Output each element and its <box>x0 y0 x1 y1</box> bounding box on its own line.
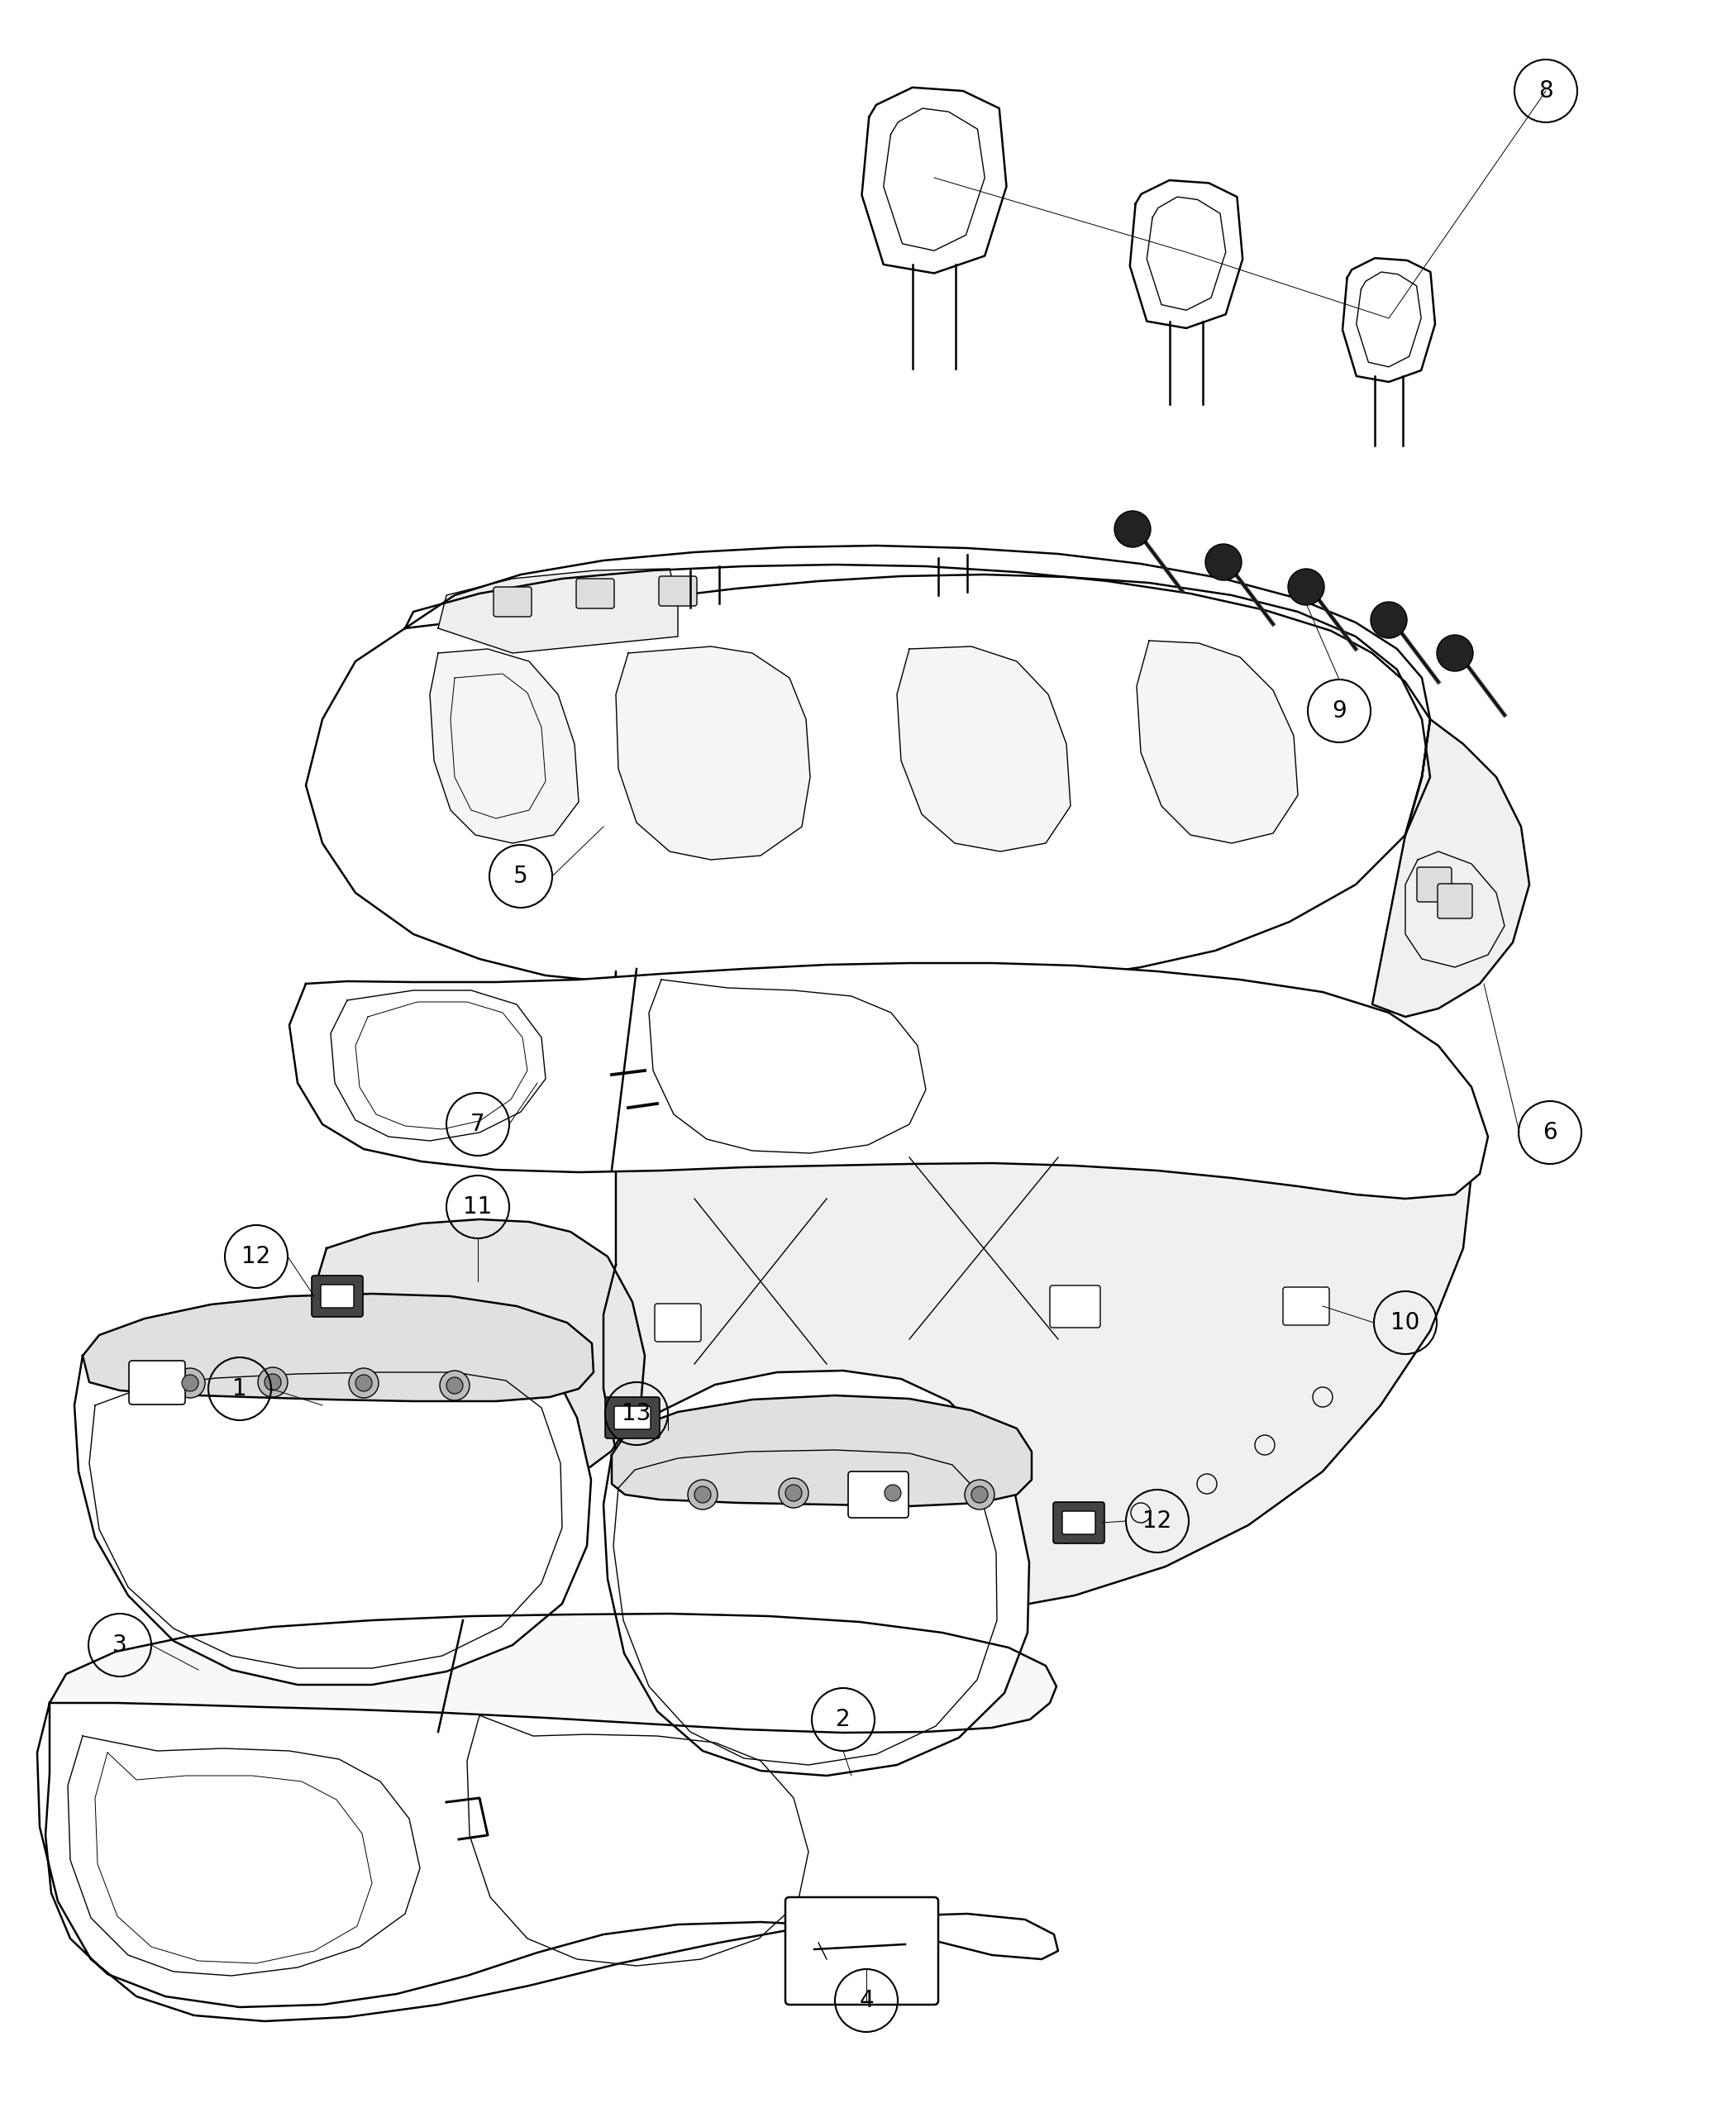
Polygon shape <box>611 1395 1031 1507</box>
FancyBboxPatch shape <box>321 1284 354 1307</box>
Polygon shape <box>311 1218 644 1537</box>
Text: 12: 12 <box>241 1246 271 1269</box>
Text: 12: 12 <box>1142 1509 1172 1533</box>
Text: 8: 8 <box>1538 80 1554 103</box>
Circle shape <box>965 1480 995 1509</box>
Circle shape <box>349 1368 378 1398</box>
Text: 11: 11 <box>464 1195 493 1218</box>
Polygon shape <box>36 1703 1059 2022</box>
Circle shape <box>687 1480 717 1509</box>
Polygon shape <box>861 86 1007 274</box>
FancyBboxPatch shape <box>1050 1286 1101 1328</box>
Circle shape <box>175 1368 205 1398</box>
Text: 5: 5 <box>514 864 528 887</box>
Circle shape <box>972 1486 988 1503</box>
Text: 10: 10 <box>1391 1311 1420 1334</box>
FancyBboxPatch shape <box>785 1897 937 2005</box>
FancyBboxPatch shape <box>312 1275 363 1318</box>
Polygon shape <box>398 1379 476 1450</box>
FancyBboxPatch shape <box>128 1360 186 1404</box>
FancyBboxPatch shape <box>576 580 615 609</box>
Text: 2: 2 <box>837 1707 851 1731</box>
Circle shape <box>779 1478 809 1507</box>
Circle shape <box>1437 635 1474 670</box>
Polygon shape <box>75 1299 590 1684</box>
Polygon shape <box>1371 719 1529 1016</box>
Polygon shape <box>1130 181 1243 329</box>
FancyBboxPatch shape <box>1054 1503 1104 1543</box>
Text: 6: 6 <box>1543 1121 1557 1145</box>
FancyBboxPatch shape <box>606 1398 660 1438</box>
FancyBboxPatch shape <box>1417 866 1451 902</box>
Polygon shape <box>437 569 677 653</box>
Circle shape <box>694 1486 712 1503</box>
Circle shape <box>264 1374 281 1391</box>
Circle shape <box>885 1484 901 1501</box>
Polygon shape <box>306 575 1430 993</box>
Text: 1: 1 <box>233 1377 247 1400</box>
Circle shape <box>1205 544 1241 580</box>
Polygon shape <box>898 647 1071 852</box>
FancyBboxPatch shape <box>615 1406 651 1429</box>
Circle shape <box>356 1374 372 1391</box>
Polygon shape <box>290 963 1488 1199</box>
Polygon shape <box>1137 641 1299 843</box>
Polygon shape <box>616 647 811 860</box>
Text: 4: 4 <box>859 1990 873 2013</box>
Polygon shape <box>1342 257 1436 382</box>
Circle shape <box>785 1484 802 1501</box>
Circle shape <box>1115 510 1151 548</box>
FancyBboxPatch shape <box>1062 1511 1095 1535</box>
Text: 7: 7 <box>470 1113 484 1136</box>
FancyBboxPatch shape <box>660 575 696 605</box>
FancyBboxPatch shape <box>1283 1288 1330 1326</box>
FancyBboxPatch shape <box>849 1471 908 1518</box>
Circle shape <box>439 1370 469 1400</box>
Circle shape <box>1371 601 1406 639</box>
Polygon shape <box>604 1370 1029 1775</box>
Polygon shape <box>83 1294 594 1402</box>
Circle shape <box>182 1374 198 1391</box>
Polygon shape <box>431 649 578 843</box>
Text: 9: 9 <box>1332 700 1347 723</box>
Circle shape <box>878 1478 908 1507</box>
Polygon shape <box>50 1613 1057 1733</box>
Polygon shape <box>604 972 1472 1617</box>
Text: 3: 3 <box>113 1634 127 1657</box>
Circle shape <box>1288 569 1325 605</box>
FancyBboxPatch shape <box>493 586 531 618</box>
Circle shape <box>259 1368 288 1398</box>
FancyBboxPatch shape <box>654 1303 701 1341</box>
Text: 13: 13 <box>621 1402 651 1425</box>
FancyBboxPatch shape <box>1437 883 1472 919</box>
Circle shape <box>446 1377 464 1393</box>
